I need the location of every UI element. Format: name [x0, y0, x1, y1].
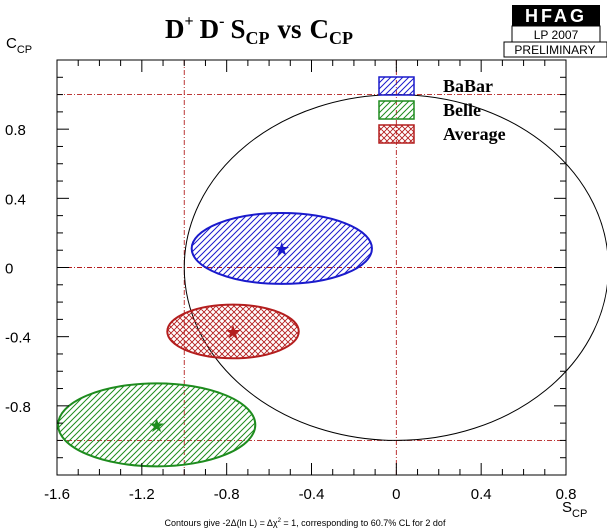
x-tick-label-3: -0.4 — [299, 486, 325, 503]
footnote: Contours give -2Δ(ln L) = Δχ2 = 1, corre… — [165, 518, 446, 528]
x-tick-label-4: 0 — [392, 486, 400, 503]
y-axis-label: CCP — [6, 35, 32, 56]
central-value-star-babar: ★ — [273, 239, 290, 260]
footnote-part-b: = 1, corresponding to 60.7% CL for 2 dof — [281, 518, 446, 528]
legend-label-average: Average — [443, 124, 506, 144]
y-axis-label-main: C — [6, 35, 17, 52]
chart-title: D+ D- SCP vs CCP — [165, 13, 353, 48]
y-tick-label-2: 0 — [5, 261, 13, 278]
hfag-logo: HFAG LP 2007 PRELIMINARY — [503, 5, 607, 58]
x-tick-label-5: 0.4 — [471, 486, 492, 503]
title-d1-sup: + — [185, 13, 194, 30]
central-value-star-average: ★ — [225, 322, 242, 343]
logo-lp-text: LP 2007 — [534, 28, 579, 42]
contour-belle — [57, 382, 257, 468]
legend-label-babar: BaBar — [443, 76, 493, 96]
y-tick-label-1: 0.4 — [5, 191, 26, 208]
central-value-star-belle: ★ — [148, 416, 165, 437]
x-axis-label: SCP — [562, 499, 587, 520]
contour-babar — [190, 212, 373, 285]
footnote-part-a: Contours give -2Δ(ln L) = Δχ — [165, 518, 278, 528]
title-c-sub: CP — [329, 28, 353, 48]
contours: ★ ★ ★ — [57, 212, 373, 468]
logo-hfag-text: HFAG — [525, 6, 587, 26]
contour-average — [166, 303, 300, 360]
legend-swatch-belle — [378, 100, 415, 120]
legend-label-belle: Belle — [443, 100, 481, 120]
legend-swatch-average — [378, 124, 415, 144]
title-vs: vs — [277, 14, 301, 44]
y-tick-label-3: -0.4 — [5, 330, 31, 347]
y-tick-label-0: 0.8 — [5, 122, 26, 139]
y-axis-label-sub: CP — [17, 44, 32, 56]
title-d2: D — [200, 14, 220, 44]
title-d1: D — [165, 14, 185, 44]
axis-ticks — [56, 59, 567, 476]
footnote-sup: 2 — [278, 518, 282, 524]
legend: BaBar Belle Average — [378, 76, 506, 144]
title-c: C — [310, 14, 330, 44]
x-tick-label-1: -1.2 — [129, 486, 155, 503]
x-tick-label-0: -1.6 — [44, 486, 70, 503]
logo-preliminary-text: PRELIMINARY — [514, 43, 595, 57]
title-s: S — [230, 14, 245, 44]
x-axis-label-main: S — [562, 499, 572, 516]
title-d2-sup: - — [219, 13, 224, 30]
x-tick-label-6: 0.8 — [556, 486, 577, 503]
y-tick-label-4: -0.8 — [5, 399, 31, 416]
title-s-sub: CP — [245, 28, 269, 48]
tick-labels: -1.6 -1.2 -0.8 -0.4 0 0.4 0.8 0.8 0.4 0 -0.4 -0.8 — [5, 122, 576, 503]
x-tick-label-2: -0.8 — [214, 486, 240, 503]
x-axis-label-sub: CP — [572, 508, 587, 520]
legend-swatch-babar — [378, 76, 415, 96]
